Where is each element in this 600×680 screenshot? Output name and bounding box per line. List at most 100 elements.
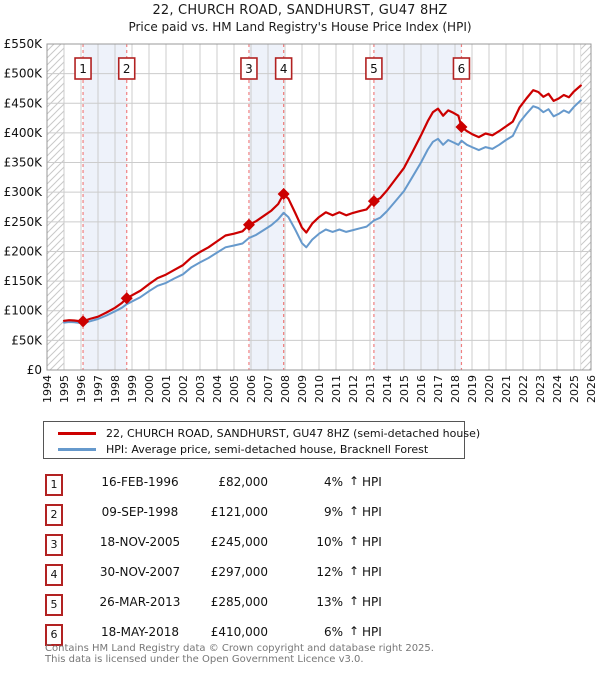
x-axis-tick-label: 2012: [347, 375, 360, 403]
sale-number-box: [240, 57, 258, 80]
x-axis-tick-label: 2015: [398, 375, 411, 403]
legend-item-hpi: HPI: Average price, semi-detached house,…: [44, 441, 464, 457]
sale-date: 09-SEP-1998: [101, 505, 179, 519]
x-axis-tick-label: 2023: [534, 375, 547, 403]
x-axis-tick-label: 2020: [483, 375, 496, 403]
x-axis-tick-label: 1994: [41, 375, 54, 403]
up-arrow-icon: ↑: [349, 594, 360, 608]
x-axis-tick-label: 2024: [551, 375, 564, 403]
plot-border: [46, 43, 592, 371]
x-axis-tick-label: 2006: [245, 375, 258, 403]
sale-price: £297,000: [210, 565, 268, 579]
sale-marker-diamond: [367, 195, 380, 208]
x-axis-tick-label: 1998: [109, 375, 122, 403]
sale-number-label: 2: [123, 62, 131, 76]
up-arrow-icon: ↑: [349, 474, 360, 488]
no-data-hatch: [580, 43, 592, 371]
x-axis-tick-label: 2016: [415, 375, 428, 403]
sale-date: 26-MAR-2013: [99, 595, 181, 609]
up-arrow-icon: ↑: [349, 624, 360, 638]
y-axis-tick-label: £350K: [4, 156, 44, 170]
x-axis-tick-label: 2021: [500, 375, 513, 403]
row-number-badge: 3: [45, 534, 63, 556]
x-axis-tick-label: 2013: [364, 375, 377, 403]
sale-marker-diamond: [455, 120, 468, 133]
sale-number-label: 3: [245, 62, 253, 76]
x-axis-tick-label: 2001: [160, 375, 173, 403]
ownership-shaded-band: [248, 44, 284, 370]
x-axis-tick-label: 2011: [330, 375, 343, 403]
x-axis-tick-label: 2008: [279, 375, 292, 403]
row-number-badge: 1: [45, 474, 63, 496]
hpi-ref-label: HPI: [362, 625, 382, 639]
y-axis-tick-label: £550K: [4, 37, 44, 51]
y-axis-tick-label: £50K: [11, 333, 43, 347]
sale-number-label: 1: [79, 62, 87, 76]
license-footer: Contains HM Land Registry data © Crown c…: [45, 643, 434, 665]
price-chart: 1 2 3 4 5 6 £0 £50K £100K £150K £200K £250K £300K £35…: [4, 37, 598, 403]
sale-price: £121,000: [210, 505, 268, 519]
up-arrow-icon: ↑: [349, 504, 360, 518]
y-axis-tick-label: £150K: [4, 274, 44, 288]
x-axis-tick-label: 2005: [228, 375, 241, 403]
x-axis-tick-label: 2007: [262, 375, 275, 403]
x-axis-tick-label: 2002: [177, 375, 190, 403]
footer-line-1: Contains HM Land Registry data © Crown c…: [45, 643, 434, 654]
sale-marker-diamond: [277, 187, 290, 200]
hpi-ref-label: HPI: [362, 505, 382, 519]
row-number-badge: 5: [45, 594, 63, 616]
chart-legend: 22, CHURCH ROAD, SANDHURST, GU47 8HZ (se…: [43, 421, 480, 459]
y-axis-tick-label: £250K: [4, 215, 44, 229]
x-axis-tick-label: 1999: [126, 375, 139, 403]
x-axis-tick-label: 2019: [466, 375, 479, 403]
sale-price: £82,000: [218, 475, 268, 489]
x-axis-tick-label: 2026: [585, 375, 598, 403]
hpi-ref-label: HPI: [362, 535, 382, 549]
row-number-badge: 2: [45, 504, 63, 526]
legend-item-property: 22, CHURCH ROAD, SANDHURST, GU47 8HZ (se…: [44, 425, 480, 441]
no-data-hatch: [46, 43, 65, 371]
table-row: 1 16-FEB-1996 £82,000 4% ↑ HPI: [0, 470, 600, 500]
table-row: 5 26-MAR-2013 £285,000 13% ↑ HPI: [0, 590, 600, 620]
x-axis-tick-label: 2018: [449, 375, 462, 403]
x-axis-tick-label: 2004: [211, 375, 224, 403]
hpi-line-swatch: [58, 447, 96, 451]
sale-marker-diamond: [120, 292, 133, 305]
legend-label-hpi: HPI: Average price, semi-detached house,…: [106, 442, 429, 456]
table-row: 3 18-NOV-2005 £245,000 10% ↑ HPI: [0, 530, 600, 560]
property-line-swatch: [58, 431, 96, 435]
x-axis-tick-label: 1995: [58, 375, 71, 403]
x-axis-tick-label: 2022: [517, 375, 530, 403]
sale-date: 30-NOV-2007: [99, 565, 181, 579]
sale-marker-diamond: [242, 218, 255, 231]
table-row: 6 18-MAY-2018 £410,000 6% ↑ HPI: [0, 620, 600, 650]
hpi-ref-label: HPI: [362, 595, 382, 609]
x-axis-tick-label: 1996: [75, 375, 88, 403]
x-axis-tick-label: 2014: [381, 375, 394, 403]
x-axis-tick-label: 2003: [194, 375, 207, 403]
ownership-shaded-band: [373, 44, 462, 370]
page-title: 22, CHURCH ROAD, SANDHURST, GU47 8HZ: [152, 3, 448, 18]
row-number-badge: 4: [45, 564, 63, 586]
x-axis-tick-label: 1997: [92, 375, 105, 403]
row-number-badge: 6: [45, 624, 63, 646]
y-axis-tick-label: £100K: [4, 304, 44, 318]
sale-pct-vs-hpi: 6%: [323, 625, 343, 639]
sale-date: 16-FEB-1996: [101, 475, 179, 489]
sale-pct-vs-hpi: 4%: [323, 475, 343, 489]
sale-date: 18-MAY-2018: [100, 625, 179, 639]
x-axis-tick-label: 2009: [296, 375, 309, 403]
sale-number-box: [74, 57, 92, 80]
sales-table: 1 16-FEB-1996 £82,000 4% ↑ HPI 2 09-SEP-1998 £12…: [0, 470, 600, 650]
y-axis-tick-label: £300K: [4, 185, 44, 199]
y-axis-tick-label: £400K: [4, 126, 44, 140]
sale-price: £285,000: [210, 595, 268, 609]
sale-marker-diamond: [77, 315, 90, 328]
hpi-ref-label: HPI: [362, 565, 382, 579]
x-axis-tick-label: 2017: [432, 375, 445, 403]
up-arrow-icon: ↑: [349, 534, 360, 548]
y-axis-tick-label: £450K: [4, 96, 44, 110]
hpi-ref-label: HPI: [362, 475, 382, 489]
sale-pct-vs-hpi: 9%: [323, 505, 343, 519]
